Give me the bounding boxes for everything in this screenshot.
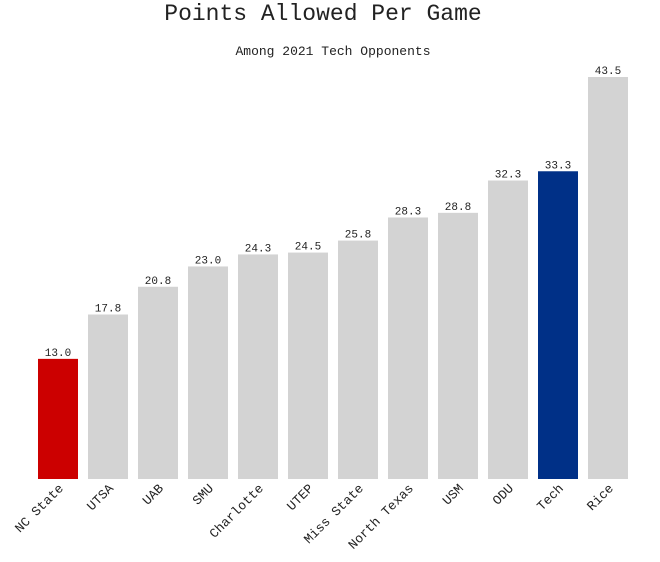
value-label: 20.8	[145, 276, 171, 288]
bar	[238, 254, 278, 479]
bar	[188, 266, 228, 479]
value-label: 24.3	[245, 243, 271, 255]
x-tick-label: Rice	[584, 481, 617, 514]
x-tick-label: UTSA	[84, 481, 117, 514]
value-label: 17.8	[95, 304, 121, 316]
value-label: 25.8	[345, 230, 371, 242]
x-tick-label: SMU	[190, 481, 217, 508]
value-label: 32.3	[495, 170, 521, 182]
x-tick-label: ODU	[490, 481, 517, 508]
chart-title: Points Allowed Per Game	[164, 1, 481, 27]
x-tick-label: UAB	[140, 481, 167, 508]
bar	[388, 217, 428, 479]
value-label: 28.3	[395, 206, 421, 218]
x-tick-label: USM	[440, 481, 467, 508]
x-tick-label: UTEP	[284, 481, 317, 514]
bar	[88, 314, 128, 479]
bar	[288, 252, 328, 479]
value-label: 23.0	[195, 255, 221, 267]
bar	[338, 240, 378, 479]
value-label: 24.5	[295, 242, 321, 254]
chart-subtitle: Among 2021 Tech Opponents	[235, 44, 430, 59]
x-tick-label: NC State	[12, 481, 67, 536]
bar	[488, 180, 528, 479]
bar	[438, 212, 478, 480]
value-label: 43.5	[595, 66, 621, 78]
value-label: 28.8	[445, 202, 471, 214]
bar	[588, 77, 628, 479]
value-label: 13.0	[45, 348, 71, 360]
x-tick-label: Tech	[534, 481, 567, 514]
bar	[138, 286, 178, 479]
value-label: 33.3	[545, 160, 571, 172]
bar	[538, 171, 578, 479]
x-tick-label: Charlotte	[207, 481, 267, 541]
bar	[38, 358, 78, 479]
